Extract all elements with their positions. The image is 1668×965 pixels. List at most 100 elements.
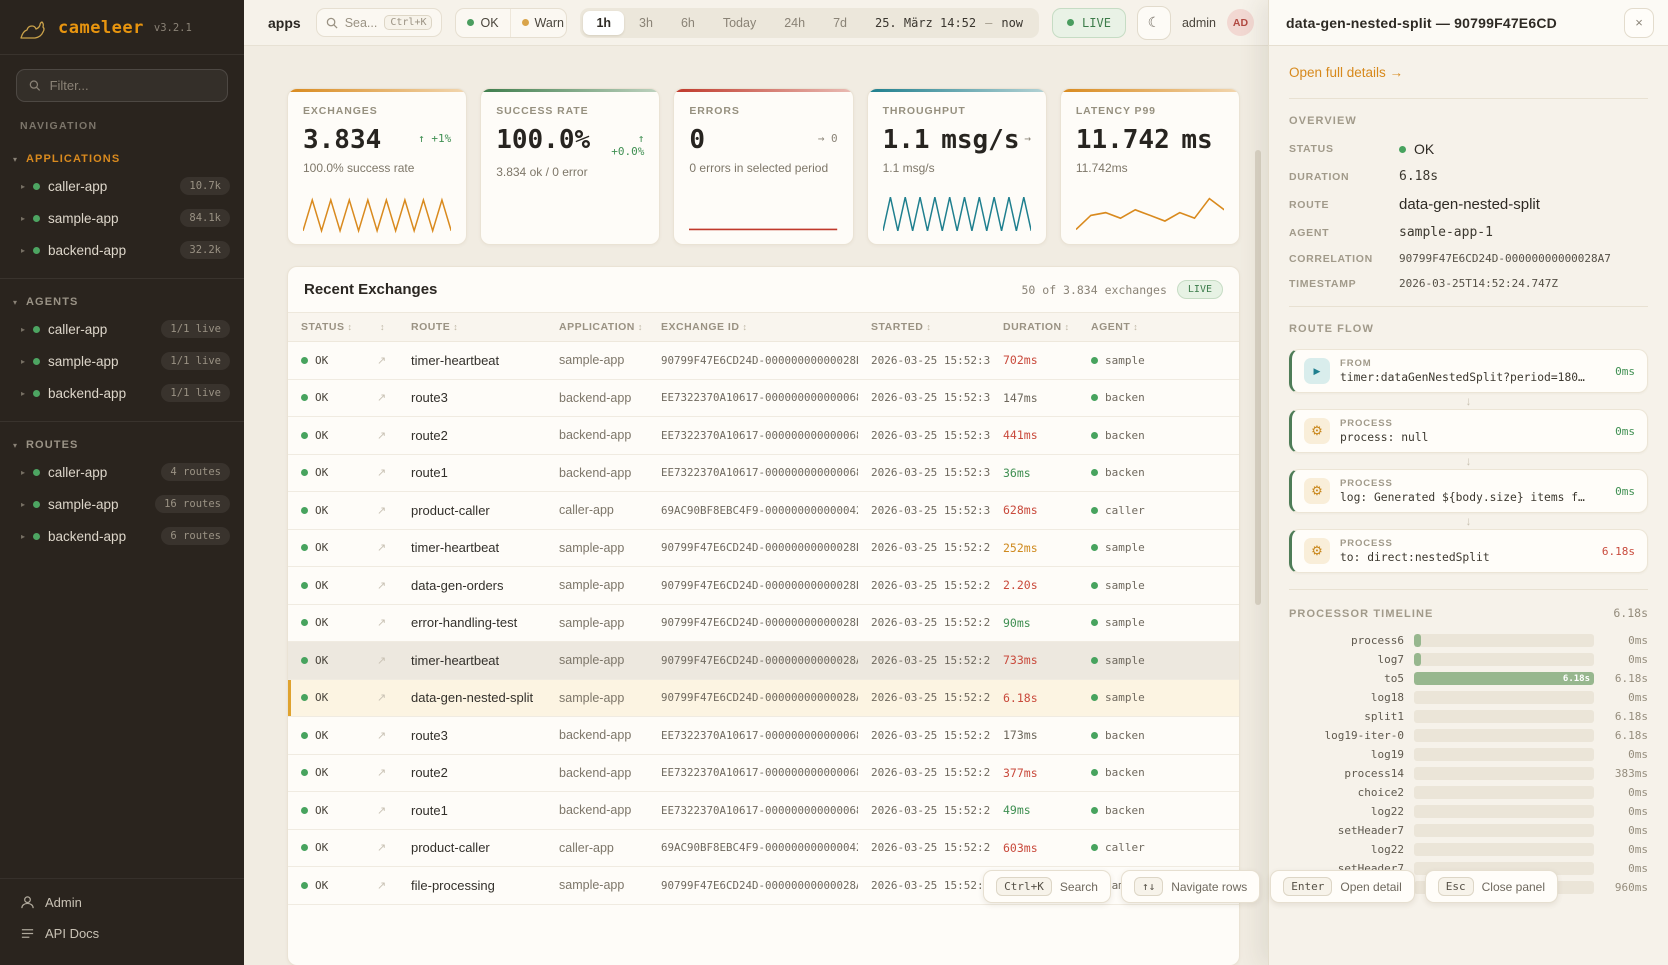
open-full-details-link[interactable]: Open full details →	[1289, 65, 1404, 80]
avatar[interactable]: AD	[1227, 9, 1254, 36]
status-dot-icon	[467, 19, 475, 26]
external-link-icon[interactable]: ↗	[377, 467, 387, 480]
timeline-track	[1414, 729, 1594, 742]
column-header-agent[interactable]: AGENT ↕	[1091, 321, 1139, 333]
range-7d[interactable]: 7d	[833, 15, 847, 30]
column-header-application[interactable]: APPLICATION ↕	[559, 321, 643, 333]
column-header-started[interactable]: STARTED ↕	[871, 321, 932, 333]
external-link-icon[interactable]: ↗	[377, 842, 387, 855]
range-today[interactable]: Today	[722, 15, 757, 30]
table-row-product-caller[interactable]: OK ↗ product-caller caller-app 69AC90BF8…	[288, 830, 1239, 867]
table-row-data-gen-orders[interactable]: OK ↗ data-gen-orders sample-app 90799F47…	[288, 567, 1239, 605]
table-row-timer-heartbeat[interactable]: OK ↗ timer-heartbeat sample-app 90799F47…	[288, 530, 1239, 567]
timeline-bar: 6.18s	[1414, 672, 1594, 685]
timeline-track	[1414, 748, 1594, 761]
external-link-icon[interactable]: ↗	[377, 354, 387, 367]
status-dot-icon	[33, 325, 41, 333]
external-link-icon[interactable]: ↗	[377, 879, 387, 892]
sidebar-api-docs[interactable]: API Docs	[20, 926, 224, 941]
external-link-icon[interactable]: ↗	[377, 767, 387, 780]
timeline-track	[1414, 653, 1594, 666]
live-button[interactable]: LIVE	[1052, 7, 1126, 38]
main-scrollbar[interactable]	[1255, 150, 1261, 605]
external-link-icon[interactable]: ↗	[377, 542, 387, 555]
range-24h[interactable]: 24h	[784, 15, 806, 30]
external-link-icon[interactable]: ↗	[377, 579, 387, 592]
shortcut-search: Ctrl+K Search	[983, 870, 1111, 903]
date-range[interactable]: 25. März 14:52 — now	[874, 15, 1024, 30]
status-dot-icon	[33, 468, 41, 476]
table-row-timer-heartbeat[interactable]: OK ↗ timer-heartbeat sample-app 90799F47…	[288, 642, 1239, 680]
sidebar-item-backend-app[interactable]: ▸ backend-app 32.2k	[0, 234, 244, 266]
column-header-exchange-id[interactable]: EXCHANGE ID ↕	[661, 321, 748, 333]
sidebar-item-sample-app[interactable]: ▸ sample-app 16 routes	[0, 488, 244, 520]
sidebar-admin[interactable]: Admin	[20, 895, 224, 910]
main-area: apps Sea... Ctrl+K OK Warn E 1h 3h 6h Today…	[244, 0, 1268, 965]
sidebar-item-caller-app[interactable]: ▸ caller-app 10.7k	[0, 170, 244, 202]
column-header-link: ↕	[364, 321, 398, 333]
search-box[interactable]: Sea... Ctrl+K	[315, 8, 443, 37]
agent-status-dot-icon	[1091, 619, 1098, 627]
table-row-timer-heartbeat[interactable]: OK ↗ timer-heartbeat sample-app 90799F47…	[288, 342, 1239, 380]
status-filter-warn[interactable]: Warn	[509, 8, 567, 37]
card-accent-bar	[867, 89, 1046, 92]
theme-toggle[interactable]: ☾	[1136, 5, 1171, 40]
trend-indicator: →	[1024, 132, 1031, 145]
shortcut-open-detail: Enter Open detail	[1270, 870, 1415, 903]
column-header-duration[interactable]: DURATION ↕	[1003, 321, 1070, 333]
timeline-track	[1414, 786, 1594, 799]
sparkline-chart	[303, 193, 452, 235]
table-row-route3[interactable]: OK ↗ route3 backend-app EE7322370A10617-…	[288, 717, 1239, 755]
route-flow-step-3[interactable]: ⚙ PROCESS log: Generated ${body.size} it…	[1289, 469, 1648, 513]
external-link-icon[interactable]: ↗	[377, 654, 387, 667]
sidebar-section-header[interactable]: ▾ AGENTS	[13, 296, 79, 308]
table-row-route1[interactable]: OK ↗ route1 backend-app EE7322370A10617-…	[288, 792, 1239, 830]
chevron-right-icon: ▸	[21, 499, 26, 509]
column-header-route[interactable]: ROUTE ↕	[411, 321, 459, 333]
status-dot-icon	[301, 844, 308, 852]
column-header-status[interactable]: STATUS ↕	[301, 321, 353, 333]
range-3h[interactable]: 3h	[639, 15, 653, 30]
count-badge: 1/1 live	[161, 384, 230, 402]
sidebar-section-header[interactable]: ▾ ROUTES	[13, 439, 79, 451]
table-row-product-caller[interactable]: OK ↗ product-caller caller-app 69AC90BF8…	[288, 492, 1239, 530]
table-row-route2[interactable]: OK ↗ route2 backend-app EE7322370A10617-…	[288, 417, 1239, 455]
table-row-data-gen-nested-split[interactable]: OK ↗ data-gen-nested-split sample-app 90…	[288, 679, 1239, 717]
table-row-route1[interactable]: OK ↗ route1 backend-app EE7322370A10617-…	[288, 455, 1239, 492]
range-6h[interactable]: 6h	[680, 15, 695, 30]
route-flow-step-4[interactable]: ⚙ PROCESS to: direct:nestedSplit 6.18s	[1289, 529, 1648, 573]
range-1h[interactable]: 1h	[583, 10, 625, 35]
status-dot-icon	[301, 619, 308, 627]
filter-input[interactable]	[49, 78, 215, 93]
table-row-route3[interactable]: OK ↗ route3 backend-app EE7322370A10617-…	[288, 380, 1239, 417]
route-flow-step-1[interactable]: ▶ FROM timer:dataGenNestedSplit?period=1…	[1289, 349, 1648, 393]
sidebar-filter[interactable]	[16, 69, 228, 102]
count-badge: 4 routes	[161, 463, 230, 481]
external-link-icon[interactable]: ↗	[377, 804, 387, 817]
table-header-row: STATUS ↕ ↕ ROUTE ↕ APPLICATION ↕ EXCHANGE ID ↕ ST…	[288, 312, 1239, 342]
external-link-icon[interactable]: ↗	[377, 504, 387, 517]
arrow-down-icon: ↓	[1465, 514, 1472, 528]
external-link-icon[interactable]: ↗	[377, 729, 387, 742]
route-flow-step-2[interactable]: ⚙ PROCESS process: null 0ms	[1289, 409, 1648, 453]
search-kbd: Ctrl+K	[384, 15, 433, 30]
external-link-icon[interactable]: ↗	[377, 617, 387, 630]
sidebar-item-backend-app[interactable]: ▸ backend-app 6 routes	[0, 520, 244, 552]
status-filter-group: OK Warn E	[455, 7, 568, 38]
table-row-error-handling-test[interactable]: OK ↗ error-handling-test sample-app 9079…	[288, 605, 1239, 642]
chevron-right-icon: ▸	[21, 245, 26, 255]
sidebar-item-sample-app[interactable]: ▸ sample-app 1/1 live	[0, 345, 244, 377]
status-filter-ok[interactable]: OK	[456, 9, 509, 37]
external-link-icon[interactable]: ↗	[377, 429, 387, 442]
table-row-route2[interactable]: OK ↗ route2 backend-app EE7322370A10617-…	[288, 755, 1239, 792]
sidebar-item-backend-app[interactable]: ▸ backend-app 1/1 live	[0, 377, 244, 409]
external-link-icon[interactable]: ↗	[377, 692, 387, 705]
sidebar-section-header[interactable]: ▾ APPLICATIONS	[13, 153, 121, 165]
sidebar-item-caller-app[interactable]: ▸ caller-app 1/1 live	[0, 313, 244, 345]
sidebar-item-sample-app[interactable]: ▸ sample-app 84.1k	[0, 202, 244, 234]
metric-card-success-rate: SUCCESS RATE 100.0% ↑ +0.0% 3.834 ok / 0…	[480, 88, 661, 245]
close-panel-button[interactable]: ×	[1624, 7, 1654, 38]
sidebar-item-caller-app[interactable]: ▸ caller-app 4 routes	[0, 456, 244, 488]
external-link-icon[interactable]: ↗	[377, 392, 387, 405]
chevron-right-icon: ▸	[21, 467, 26, 477]
